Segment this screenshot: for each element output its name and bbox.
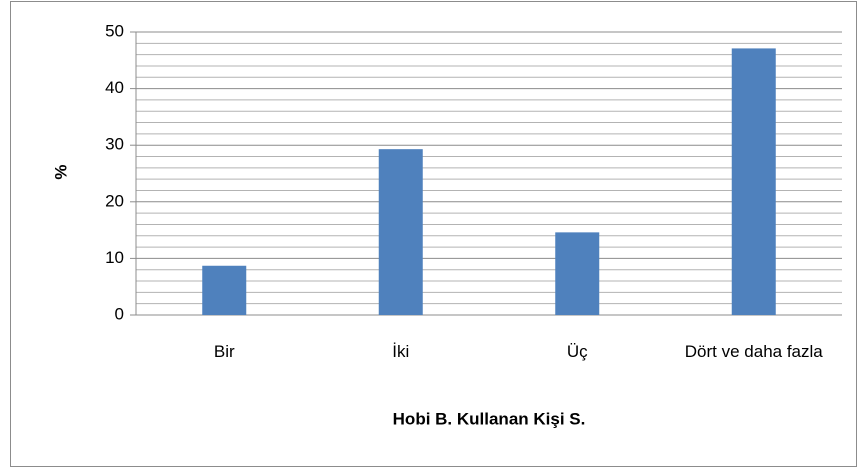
bar <box>202 265 247 315</box>
y-tick-label: 50 <box>105 21 124 40</box>
y-tick-label: 20 <box>105 191 124 210</box>
y-tick-label: 30 <box>105 135 124 154</box>
y-tick-label: 40 <box>105 78 124 97</box>
y-axis-label: % <box>51 164 70 179</box>
x-tick-label: İki <box>392 342 410 361</box>
x-tick-label: Dört ve daha fazla <box>684 342 823 361</box>
x-axis-label: Hobi B. Kullanan Kişi S. <box>393 409 586 428</box>
bar <box>555 232 600 315</box>
chart-frame <box>10 1 857 467</box>
bar <box>378 149 423 315</box>
y-tick-label: 10 <box>105 248 124 267</box>
bar <box>731 48 776 315</box>
y-tick-label: 0 <box>115 304 124 323</box>
x-tick-label: Üç <box>566 342 588 361</box>
x-tick-label: Bir <box>213 342 235 361</box>
